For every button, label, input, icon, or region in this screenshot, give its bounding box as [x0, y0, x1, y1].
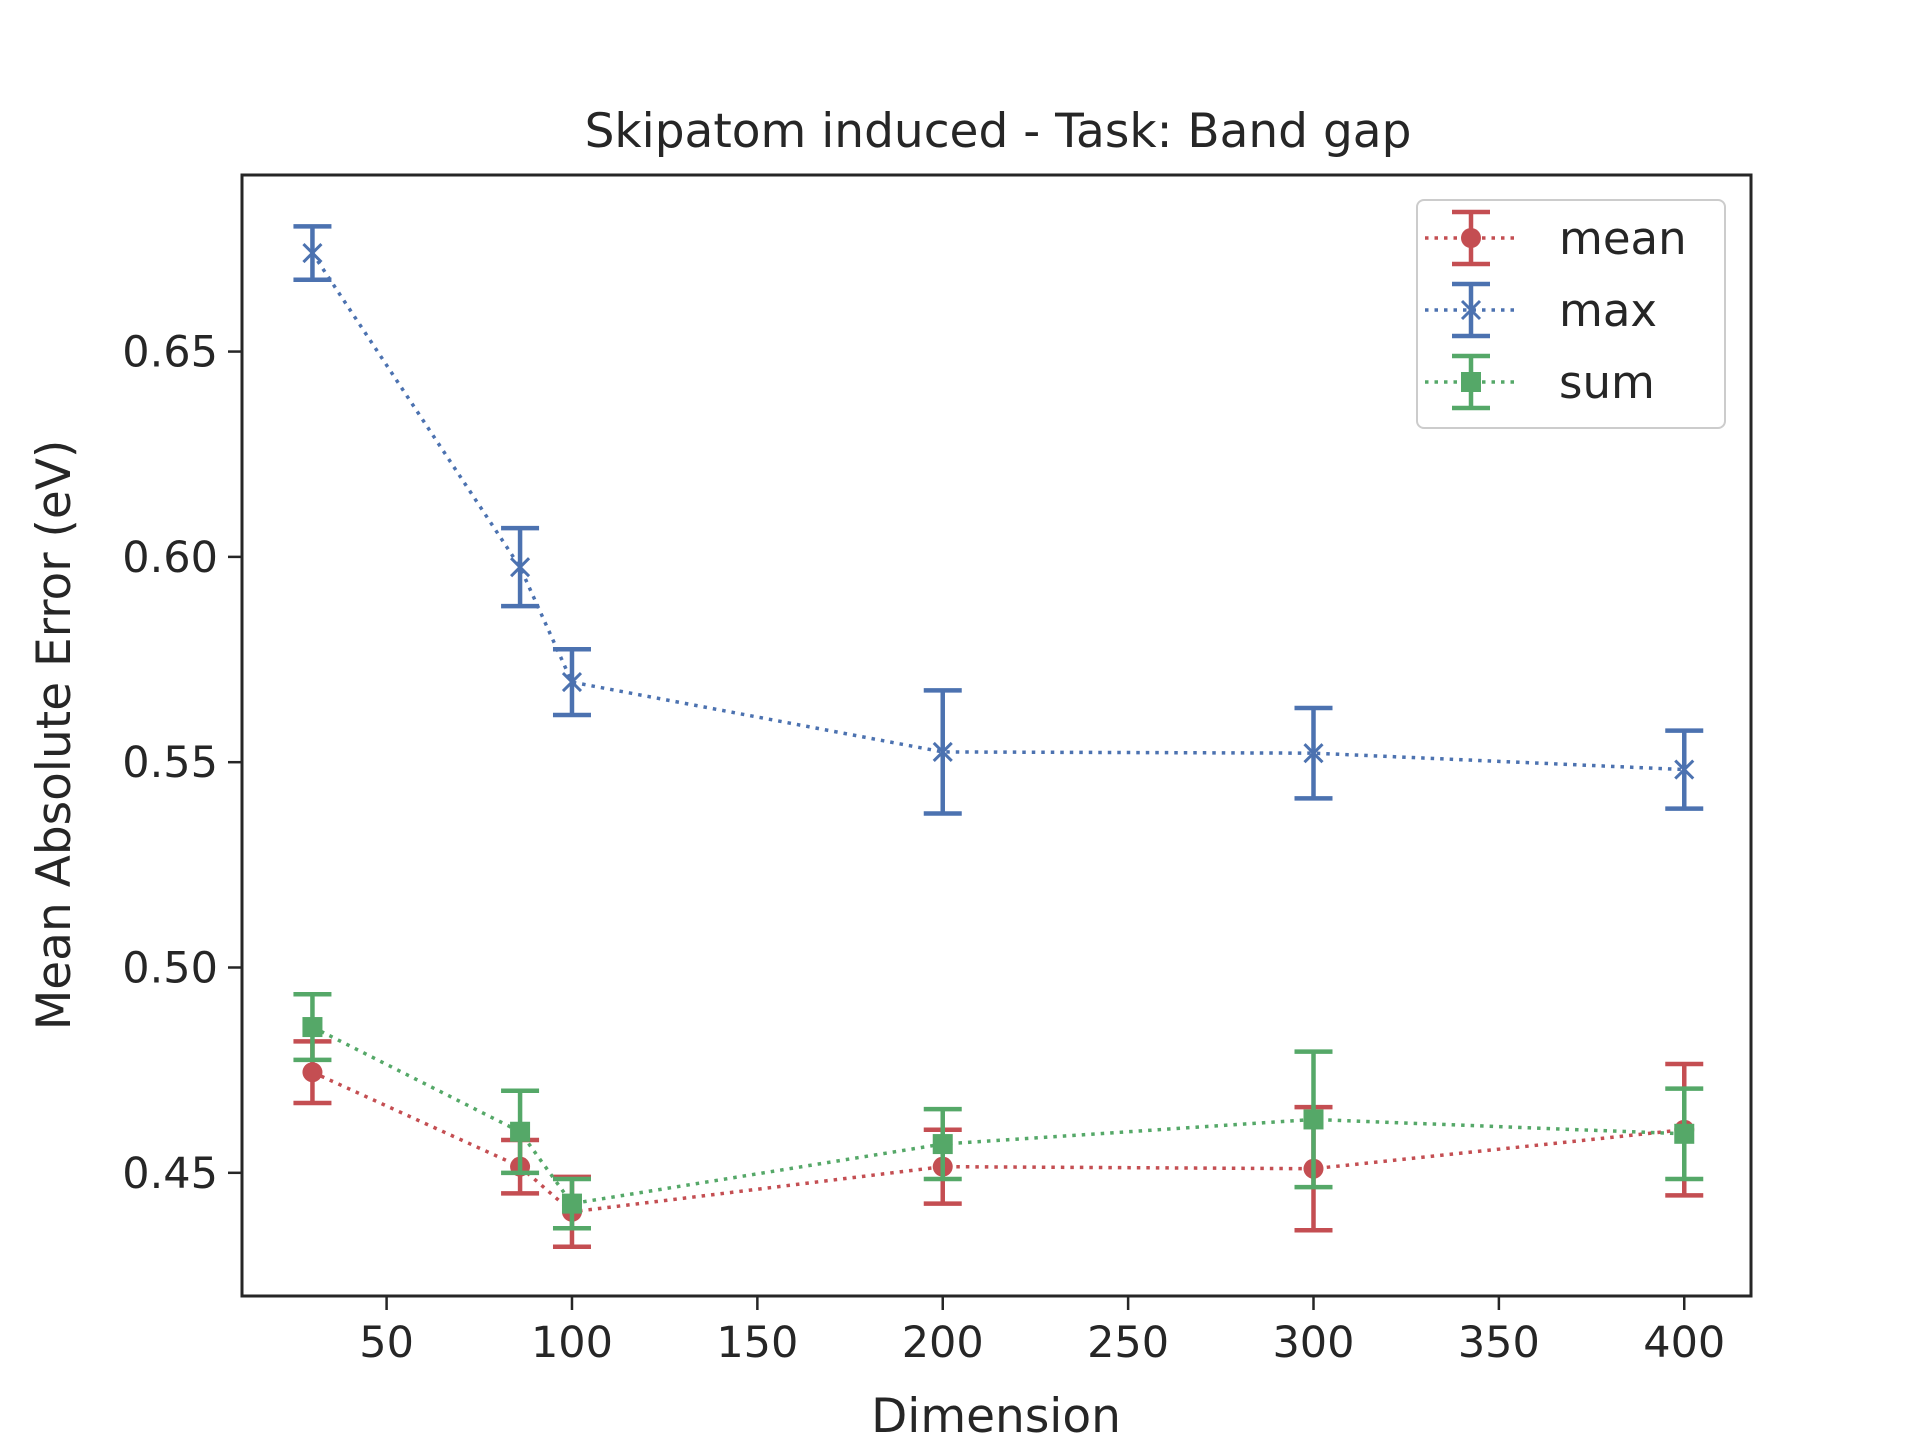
x-axis: 50 100 150 200 250 300 350 400	[359, 1296, 1725, 1368]
y-tick-label: 0.50	[122, 944, 218, 994]
series-mean	[293, 1039, 1704, 1249]
data-point-sum	[932, 1134, 953, 1155]
legend-box	[1416, 199, 1726, 429]
data-point-max	[1674, 759, 1695, 780]
x-tick-label: 400	[1643, 1318, 1725, 1368]
chart-title: Skipatom induced - Task: Band gap	[585, 104, 1412, 159]
legend-entry-mean: mean	[1425, 209, 1687, 267]
data-point-sum	[561, 1193, 582, 1214]
legend: mean max sum	[1416, 199, 1726, 429]
legend-entry-max: max	[1425, 281, 1657, 339]
x-tick-label: 350	[1458, 1318, 1540, 1368]
data-point-max	[932, 741, 953, 762]
y-axis-label: Mean Absolute Error (eV)	[27, 440, 82, 1031]
x-axis-label: Dimension	[871, 1389, 1121, 1440]
x-tick-label: 250	[1087, 1318, 1169, 1368]
data-point-sum	[1674, 1123, 1695, 1144]
x-tick-label: 50	[359, 1318, 414, 1368]
x-tick-label: 200	[902, 1318, 984, 1368]
y-tick-label: 0.60	[122, 533, 218, 583]
data-point-sum	[510, 1121, 531, 1142]
data-point-max	[561, 672, 583, 693]
legend-entry-sum: sum	[1425, 353, 1655, 411]
data-point-max	[510, 557, 531, 578]
x-tick-label: 150	[716, 1318, 798, 1368]
data-point-max	[1303, 743, 1324, 764]
series-layer	[293, 224, 1704, 1249]
x-tick-label: 300	[1272, 1318, 1354, 1368]
legend-label-sum: sum	[1559, 356, 1655, 409]
series-max	[293, 224, 1704, 816]
series-line-max	[310, 252, 1685, 772]
legend-marker-sum	[1461, 372, 1481, 392]
legend-label-mean: mean	[1559, 212, 1687, 265]
series-sum	[293, 991, 1704, 1231]
legend-label-max: max	[1559, 284, 1657, 337]
data-point-sum	[302, 1017, 323, 1038]
data-point-mean	[302, 1062, 323, 1083]
series-line-mean	[311, 1070, 1685, 1214]
y-tick-label: 0.65	[122, 328, 218, 378]
y-tick-label: 0.45	[122, 1149, 218, 1199]
y-tick-label: 0.55	[122, 738, 218, 788]
data-point-max	[302, 242, 323, 264]
legend-marker-max	[1460, 299, 1482, 321]
legend-marker-mean	[1461, 228, 1481, 248]
data-point-sum	[1303, 1109, 1324, 1130]
x-tick-label: 100	[531, 1318, 613, 1368]
y-axis: 0.45 0.50 0.55 0.60 0.65	[122, 328, 242, 1199]
plot-frame	[240, 173, 1753, 1298]
